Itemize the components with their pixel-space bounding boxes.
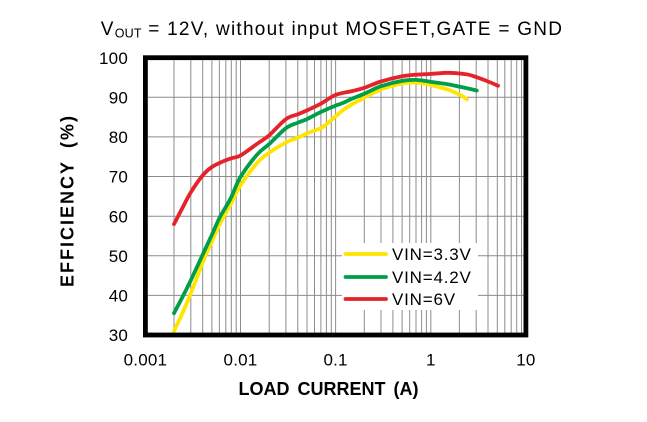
svg-text:VIN=3.3V: VIN=3.3V [392,245,472,264]
svg-text:VIN=6V: VIN=6V [392,290,456,309]
svg-text:70: 70 [109,168,128,187]
svg-text:EFFICIENCY (%): EFFICIENCY (%) [58,114,78,287]
svg-text:90: 90 [109,89,128,108]
svg-text:60: 60 [109,207,128,226]
svg-text:50: 50 [109,247,128,266]
svg-text:VIN=4.2V: VIN=4.2V [392,268,472,287]
svg-text:0.001: 0.001 [124,351,168,370]
svg-text:0.1: 0.1 [323,351,347,370]
svg-text:10: 10 [516,351,535,370]
svg-text:40: 40 [109,287,128,306]
svg-text:VOUT = 12V, without input MOSF: VOUT = 12V, without input MOSFET,GATE = … [101,19,563,41]
svg-text:100: 100 [99,49,128,68]
svg-text:80: 80 [109,128,128,147]
svg-text:LOAD CURRENT (A): LOAD CURRENT (A) [239,379,419,399]
svg-text:30: 30 [109,326,128,345]
svg-text:0.01: 0.01 [224,351,258,370]
svg-text:1: 1 [426,351,436,370]
